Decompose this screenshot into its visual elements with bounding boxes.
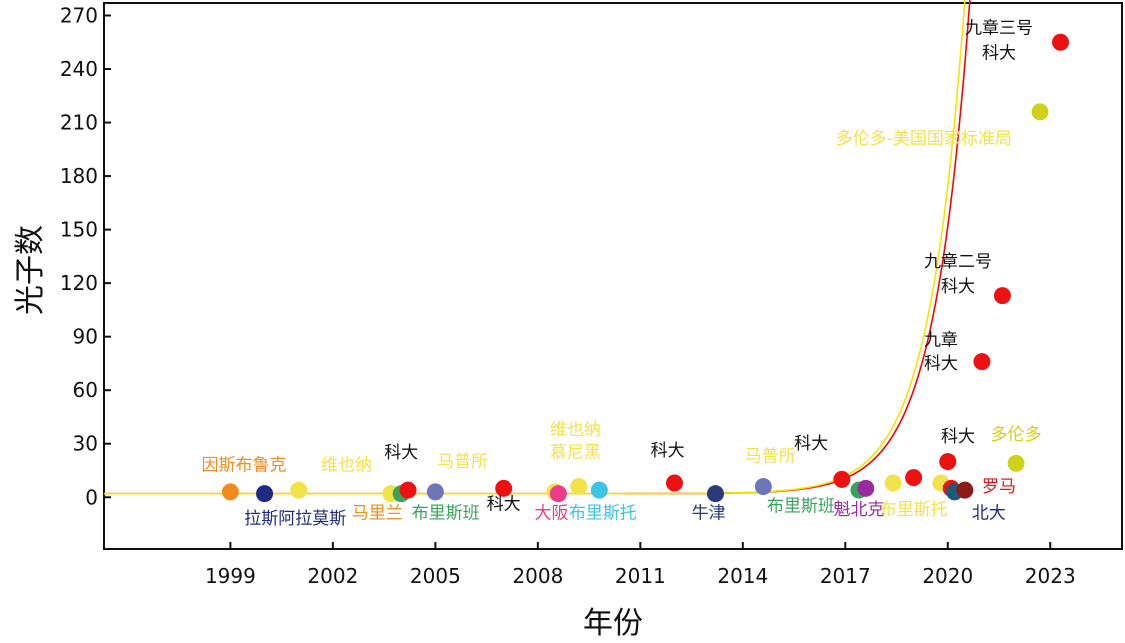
point-label: 科大 xyxy=(384,443,418,463)
data-point xyxy=(549,485,567,503)
y-tick-label: 0 xyxy=(85,485,98,509)
data-point xyxy=(993,287,1011,305)
data-point xyxy=(973,353,991,371)
point-label: 多伦多-美国国家标准局 xyxy=(836,129,1012,149)
x-tick-label: 2014 xyxy=(717,564,768,588)
point-label: 因斯布鲁克 xyxy=(202,455,287,475)
data-point xyxy=(221,483,239,501)
point-label: 九章三号 xyxy=(965,18,1033,38)
y-tick-label: 30 xyxy=(73,432,98,456)
y-tick-label: 150 xyxy=(60,218,98,242)
point-label: 布里斯班 xyxy=(412,504,480,524)
point-label: 拉斯阿拉莫斯 xyxy=(244,509,346,529)
point-label: 马普所 xyxy=(437,452,488,472)
y-axis: 0 30 60 90 120 150 180 210 240 270 xyxy=(60,3,111,509)
point-label: 布里斯托 xyxy=(569,504,637,524)
data-point xyxy=(833,470,851,488)
point-label: 布里斯托 xyxy=(880,500,948,520)
point-label: 科大 xyxy=(651,441,685,461)
fit-curves xyxy=(104,0,971,495)
point-label: 维也纳 xyxy=(321,455,372,475)
plot-frame xyxy=(103,2,1123,550)
x-axis: 1999 2002 2005 2008 2011 2014 2017 2020 2023 xyxy=(205,542,1076,588)
data-point xyxy=(426,483,444,501)
x-tick-label: 2002 xyxy=(307,564,358,588)
data-point xyxy=(495,479,513,497)
data-point xyxy=(665,474,683,492)
data-point xyxy=(590,481,608,499)
x-tick-label: 2008 xyxy=(512,564,563,588)
data-point xyxy=(857,479,875,497)
point-label: 科大 xyxy=(941,427,975,447)
point-label: 科大 xyxy=(924,354,958,374)
data-point xyxy=(399,481,417,499)
point-label: 马里兰 xyxy=(352,504,403,524)
point-label: 罗马 xyxy=(982,477,1016,497)
x-tick-label: 2023 xyxy=(1025,564,1076,588)
data-point xyxy=(905,469,923,487)
point-label: 北大 xyxy=(972,504,1006,524)
data-point xyxy=(939,453,957,471)
x-tick-label: 2017 xyxy=(820,564,871,588)
point-label: 科大 xyxy=(941,277,975,297)
y-tick-label: 240 xyxy=(60,57,98,81)
point-label: 科大 xyxy=(982,43,1016,63)
data-point xyxy=(884,474,902,492)
x-tick-label: 2020 xyxy=(922,564,973,588)
fit-curve-line xyxy=(104,0,971,495)
x-axis-title: 年份 xyxy=(583,606,643,641)
y-tick-label: 270 xyxy=(60,3,98,27)
data-point xyxy=(956,481,974,499)
y-tick-label: 210 xyxy=(60,111,98,135)
data-points xyxy=(221,33,1070,503)
point-label: 布里斯班 xyxy=(767,497,835,517)
x-tick-label: 2005 xyxy=(410,564,461,588)
point-label: 维也纳 xyxy=(550,420,601,440)
data-point xyxy=(256,485,274,503)
data-point xyxy=(1007,454,1025,472)
data-point xyxy=(290,481,308,499)
y-tick-label: 60 xyxy=(73,378,98,402)
point-label: 多伦多 xyxy=(991,425,1042,445)
data-point xyxy=(754,478,772,496)
x-tick-label: 2011 xyxy=(615,564,666,588)
point-label: 九章二号 xyxy=(924,252,992,272)
point-label: 大阪 xyxy=(535,504,569,524)
data-point xyxy=(1031,103,1049,121)
y-tick-label: 120 xyxy=(60,271,98,295)
point-label: 马普所 xyxy=(745,447,796,467)
y-tick-label: 180 xyxy=(60,164,98,188)
point-label: 牛津 xyxy=(692,504,726,524)
y-tick-label: 90 xyxy=(73,325,98,349)
y-axis-title: 光子数 xyxy=(13,225,48,315)
data-point xyxy=(706,485,724,503)
point-label: 科大 xyxy=(794,434,828,454)
point-label: 慕尼黑 xyxy=(550,443,601,463)
x-tick-label: 1999 xyxy=(205,564,256,588)
point-label: 魁北克 xyxy=(833,500,884,520)
fit-curve-line xyxy=(104,0,966,495)
data-point xyxy=(570,478,588,496)
point-label: 科大 xyxy=(487,495,521,515)
data-point xyxy=(1052,33,1070,51)
point-label: 九章 xyxy=(924,331,958,351)
